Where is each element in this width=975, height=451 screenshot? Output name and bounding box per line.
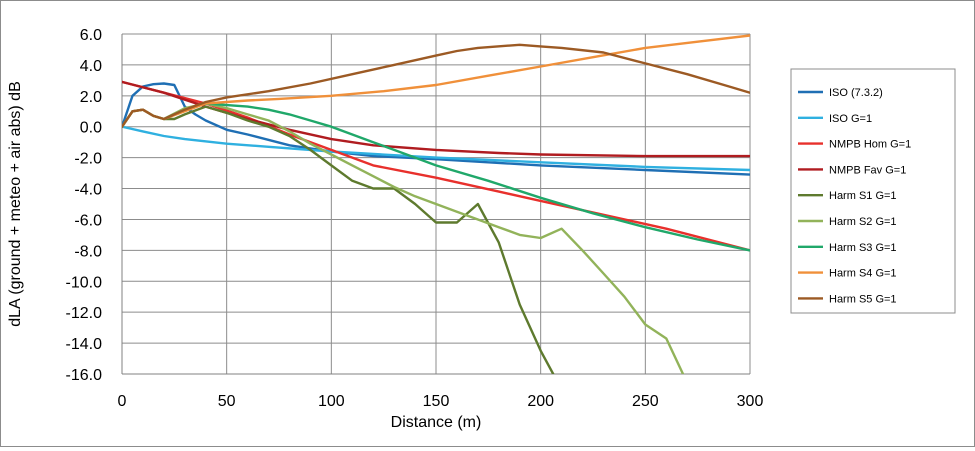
x-tick-label: 150 [423, 393, 450, 410]
x-tick-label: 200 [527, 393, 554, 410]
series-line [122, 125, 750, 172]
legend-label: Harm S1 G=1 [829, 190, 897, 202]
y-tick-label: 0.0 [80, 120, 102, 137]
y-tick-label: 6.0 [80, 27, 102, 44]
series-line [122, 82, 750, 176]
y-tick-label: -10.0 [66, 274, 103, 291]
y-axis-title: dLA (ground + meteo + air abs) dB [7, 81, 24, 326]
legend-label: Harm S4 G=1 [829, 268, 897, 280]
y-tick-label: -8.0 [74, 243, 102, 260]
x-axis-title: Distance (m) [391, 414, 482, 431]
legend: ISO (7.3.2) ISO G=1 NMPB Hom G=1 NMPB Fav G… [790, 68, 956, 314]
y-tick-label: -12.0 [66, 305, 103, 322]
legend-label: ISO G=1 [829, 113, 872, 125]
y-tick-label: -6.0 [74, 212, 102, 229]
legend-label: ISO (7.3.2) [829, 87, 883, 99]
y-tick-label: -14.0 [66, 336, 103, 353]
series-line [122, 43, 750, 128]
x-tick-label: 250 [632, 393, 659, 410]
legend-label: Harm S3 G=1 [829, 242, 897, 254]
y-tick-label: -4.0 [74, 182, 102, 199]
series-line [122, 105, 555, 374]
legend-label: Harm S5 G=1 [829, 293, 897, 305]
y-tick-label: 2.0 [80, 89, 102, 106]
x-tick-label: 100 [318, 393, 345, 410]
y-tick-label: 4.0 [80, 58, 102, 75]
y-tick-label: -2.0 [74, 151, 102, 168]
y-tick-label: -16.0 [66, 367, 103, 384]
y-tick-labels: 6.0 4.0 2.0 0.0 -2.0 -4.0 -6.0 -8.0 -10.0 -12.0 -1… [66, 27, 103, 384]
series-line [122, 102, 685, 374]
x-tick-label: 0 [118, 393, 127, 410]
legend-label: NMPB Fav G=1 [829, 164, 906, 176]
series-lines [122, 34, 750, 374]
x-tick-label: 300 [737, 393, 764, 410]
legend-label: NMPB Hom G=1 [829, 139, 911, 151]
legend-label: Harm S2 G=1 [829, 216, 897, 228]
x-tick-labels: 0 50 100 150 200 250 300 [118, 393, 764, 410]
x-tick-label: 50 [218, 393, 236, 410]
